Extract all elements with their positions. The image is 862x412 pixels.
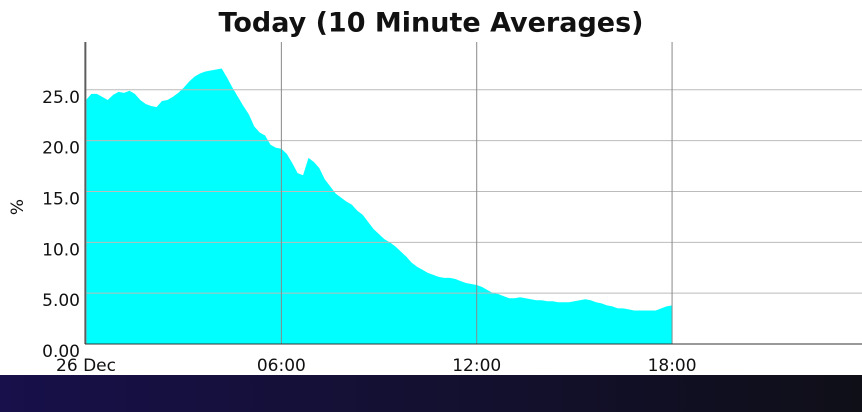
y-tick-label: 5.00 (42, 291, 80, 311)
x-tick-label: 26 Dec (56, 356, 116, 376)
y-tick-label: 20.0 (42, 139, 80, 159)
y-tick-label: 15.0 (42, 189, 80, 209)
x-tick-label: 18:00 (648, 356, 697, 376)
y-tick-label: 10.0 (42, 240, 80, 260)
area (86, 68, 673, 344)
chart-title: Today (10 Minute Averages) (218, 8, 643, 39)
y-axis-label: % (8, 199, 28, 215)
x-tick-label: 06:00 (257, 356, 306, 376)
y-tick-label: 0.00 (42, 342, 80, 362)
x-tick-label: 12:00 (452, 356, 501, 376)
y-tick-label: 25.0 (42, 88, 80, 108)
